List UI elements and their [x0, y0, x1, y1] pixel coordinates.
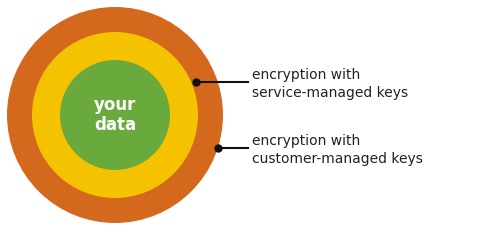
Text: encryption with
customer-managed keys: encryption with customer-managed keys	[252, 134, 423, 166]
Circle shape	[7, 7, 223, 223]
Text: encryption with
service-managed keys: encryption with service-managed keys	[252, 68, 408, 100]
Text: your
data: your data	[94, 96, 136, 134]
Circle shape	[32, 32, 198, 198]
Circle shape	[60, 60, 170, 170]
